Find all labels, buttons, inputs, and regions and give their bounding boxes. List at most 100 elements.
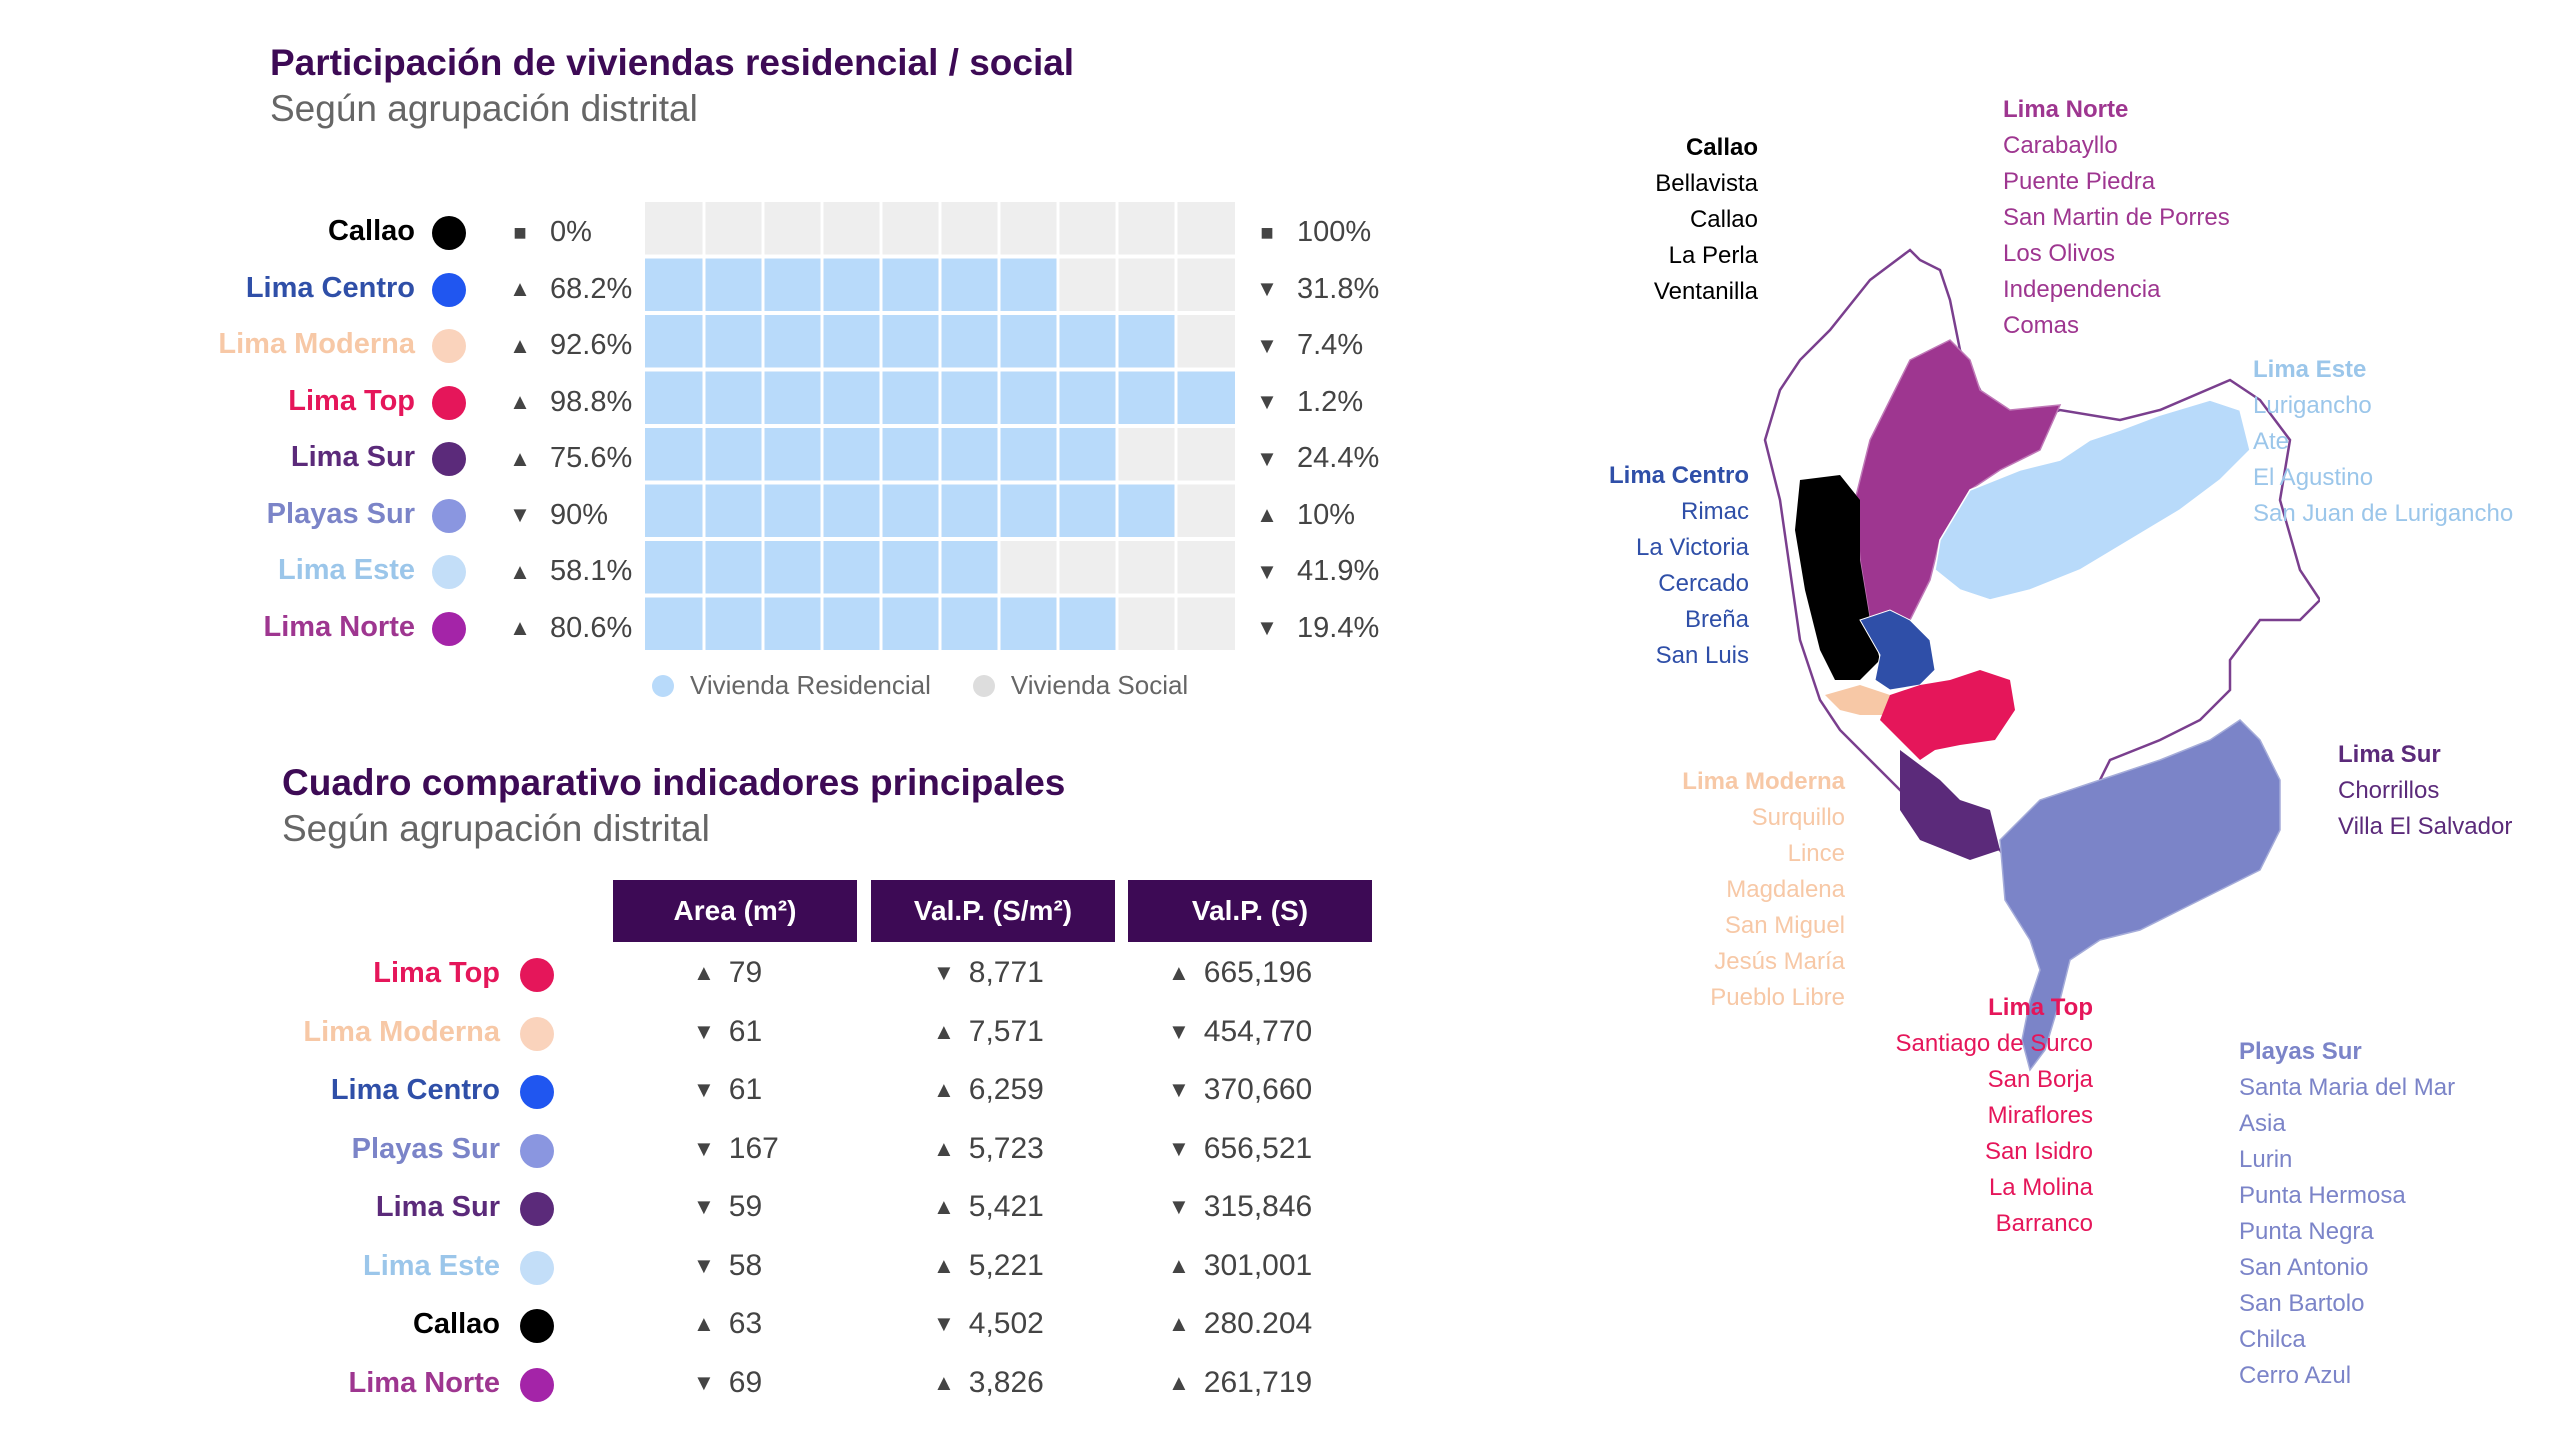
map-label-lima-centro: Lima Centro Rimac La Victoria Cercado Breña S…	[1609, 458, 1749, 674]
cell-valp-m2-lima-este: ▲ 5,221	[933, 1248, 1044, 1282]
table-row-label-lima-top: Lima Top	[373, 957, 500, 989]
row-label-lima-top: Lima Top	[288, 384, 415, 417]
cell-area-playas-sur: ▼ 167	[693, 1131, 779, 1165]
left-pct-lima-norte: ▲ 80.6%	[509, 611, 633, 644]
map-district: La Victoria	[1636, 534, 1749, 561]
cell-valp-lima-top: ▲ 665,196	[1168, 956, 1313, 989]
chart-legend: Vivienda Residencial Vivienda Social	[652, 670, 1188, 701]
left-pct-callao: ■ 0%	[513, 216, 592, 249]
map-label-lima-top: Lima Top Santiago de Surco San Borja Mirafl…	[1896, 990, 2093, 1242]
map-district: San Bartolo	[2239, 1290, 2365, 1317]
map-playas-sur	[1999, 719, 2281, 1072]
row-label-lima-moderna: Lima Moderna	[218, 328, 415, 361]
row-label-lima-este: Lima Este	[278, 554, 415, 587]
right-pct-lima-centro: ▼ 31.8%	[1256, 272, 1380, 305]
map-district: Chorrillos	[2338, 777, 2440, 804]
map-district: Chilca	[2239, 1326, 2306, 1353]
map-district: San Isidro	[1984, 1138, 2093, 1165]
map-district: Ate	[2253, 428, 2290, 455]
cell-area-lima-centro: ▼ 61	[693, 1073, 763, 1106]
cell-area-lima-top: ▲ 79	[693, 956, 763, 989]
table-row-label-lima-sur: Lima Sur	[375, 1191, 500, 1223]
table-row-label-playas-sur: Playas Sur	[351, 1132, 500, 1165]
map-lima-centro	[1859, 609, 1936, 691]
map-group-name: Lima Moderna	[1682, 768, 1845, 795]
map-district: Breña	[1684, 606, 1749, 633]
table-row-dot-callao	[520, 1309, 554, 1343]
map-lima-top	[1880, 670, 2015, 760]
map-callao	[1795, 475, 1880, 680]
cell-area-callao: ▲ 63	[693, 1307, 763, 1340]
table-row-dot-lima-moderna	[520, 1016, 554, 1051]
map-district: Lurin	[2239, 1146, 2293, 1173]
map-label-lima-norte: Lima Norte Carabayllo Puente Piedra San Mar…	[2003, 92, 2230, 344]
bar-residencial-playas-sur	[645, 484, 1176, 537]
map-label-lima-moderna: Lima Moderna Surquillo Lince Magdalena San M…	[1682, 764, 1845, 1016]
right-pct-lima-sur: ▼ 24.4%	[1256, 442, 1380, 475]
map-label-lima-este: Lima Este Lurigancho Ate El Agustino San Jua…	[2253, 352, 2513, 532]
left-pct-lima-moderna: ▲ 92.6%	[509, 329, 633, 362]
map-district: Punta Negra	[2239, 1218, 2374, 1245]
row-dot-playas-sur	[432, 498, 466, 533]
legend-residencial-dot	[652, 674, 674, 697]
map-district: Ventanilla	[1653, 278, 1758, 305]
table-title: Cuadro comparativo indicadores principal…	[282, 762, 1066, 803]
row-dot-lima-este	[432, 555, 466, 590]
row-dot-lima-top	[432, 385, 466, 420]
right-pct-callao: ■ 100%	[1260, 216, 1372, 249]
map-district: Rimac	[1680, 498, 1749, 525]
row-label-playas-sur: Playas Sur	[266, 497, 415, 530]
map-district: Comas	[2003, 312, 2080, 339]
right-pct-lima-top: ▼ 1.2%	[1256, 385, 1364, 418]
map-district: San Borja	[1987, 1066, 2093, 1093]
map-district: Los Olivos	[2003, 240, 2116, 267]
cell-valp-m2-lima-moderna: ▲ 7,571	[933, 1014, 1044, 1048]
right-pct-lima-moderna: ▼ 7.4%	[1256, 329, 1364, 362]
map-group-name: Lima Sur	[2338, 741, 2441, 768]
table-row-label-lima-este: Lima Este	[363, 1249, 500, 1282]
cell-valp-m2-callao: ▼ 4,502	[933, 1307, 1044, 1340]
table-row-dot-lima-centro	[520, 1075, 554, 1109]
map-group-name: Lima Norte	[2003, 96, 2129, 123]
map-label-playas-sur: Playas Sur Santa Maria del Mar Asia Lurin Pu…	[2239, 1034, 2455, 1394]
cell-valp-lima-norte: ▲ 261,719	[1168, 1365, 1313, 1399]
map-label-callao: Callao Bellavista Callao La Perla Ventanilla	[1654, 130, 1758, 310]
bar-residencial-lima-centro	[645, 258, 1058, 311]
legend-social-label: Vivienda Social	[1010, 670, 1189, 700]
map-district: Barranco	[1995, 1210, 2093, 1237]
map-district: Independencia	[2003, 276, 2161, 303]
cell-area-lima-moderna: ▼ 61	[693, 1014, 763, 1048]
map-district: Jesús María	[1714, 948, 1845, 975]
map-label-lima-sur: Lima Sur Chorrillos Villa El Salvador	[2338, 737, 2512, 845]
table-row-label-callao: Callao	[412, 1308, 500, 1340]
table-row-label-lima-moderna: Lima Moderna	[303, 1015, 500, 1048]
map-district: Callao	[1689, 206, 1758, 233]
row-dot-lima-sur	[432, 442, 466, 477]
cell-valp-callao: ▲ 280.204	[1168, 1307, 1313, 1340]
map-group-name: Lima Top	[1988, 994, 2093, 1021]
map-group-name: Lima Este	[2253, 356, 2367, 383]
table-row-dot-lima-norte	[520, 1367, 554, 1402]
cell-valp-m2-lima-sur: ▲ 5,421	[933, 1190, 1044, 1223]
map-district: San Juan de Lurigancho	[2253, 500, 2514, 527]
cell-valp-m2-lima-top: ▼ 8,771	[933, 956, 1044, 989]
row-label-lima-sur: Lima Sur	[290, 441, 415, 474]
cell-valp-lima-este: ▲ 301,001	[1168, 1248, 1313, 1282]
map-district: Santa Maria del Mar	[2239, 1074, 2456, 1101]
cell-area-lima-sur: ▼ 59	[693, 1190, 763, 1223]
left-pct-lima-top: ▲ 98.8%	[509, 385, 633, 418]
cell-valp-m2-lima-norte: ▲ 3,826	[933, 1365, 1044, 1399]
row-dot-lima-centro	[432, 272, 466, 307]
row-label-callao: Callao	[327, 215, 415, 248]
map-district: Cerro Azul	[2239, 1362, 2352, 1389]
cell-valp-lima-moderna: ▼ 454,770	[1168, 1014, 1313, 1048]
map-district: El Agustino	[2253, 464, 2374, 491]
map-district: Pueblo Libre	[1710, 984, 1845, 1011]
map-group-name: Lima Centro	[1608, 462, 1749, 489]
header-valp: Val.P. (S)	[1128, 880, 1372, 942]
cell-valp-lima-centro: ▼ 370,660	[1168, 1073, 1313, 1106]
map-group-name: Callao	[1685, 134, 1758, 161]
map-district: Surquillo	[1751, 804, 1845, 831]
left-pct-lima-sur: ▲ 75.6%	[509, 442, 633, 475]
chart-subtitle: Según agrupación distrital	[270, 88, 698, 129]
